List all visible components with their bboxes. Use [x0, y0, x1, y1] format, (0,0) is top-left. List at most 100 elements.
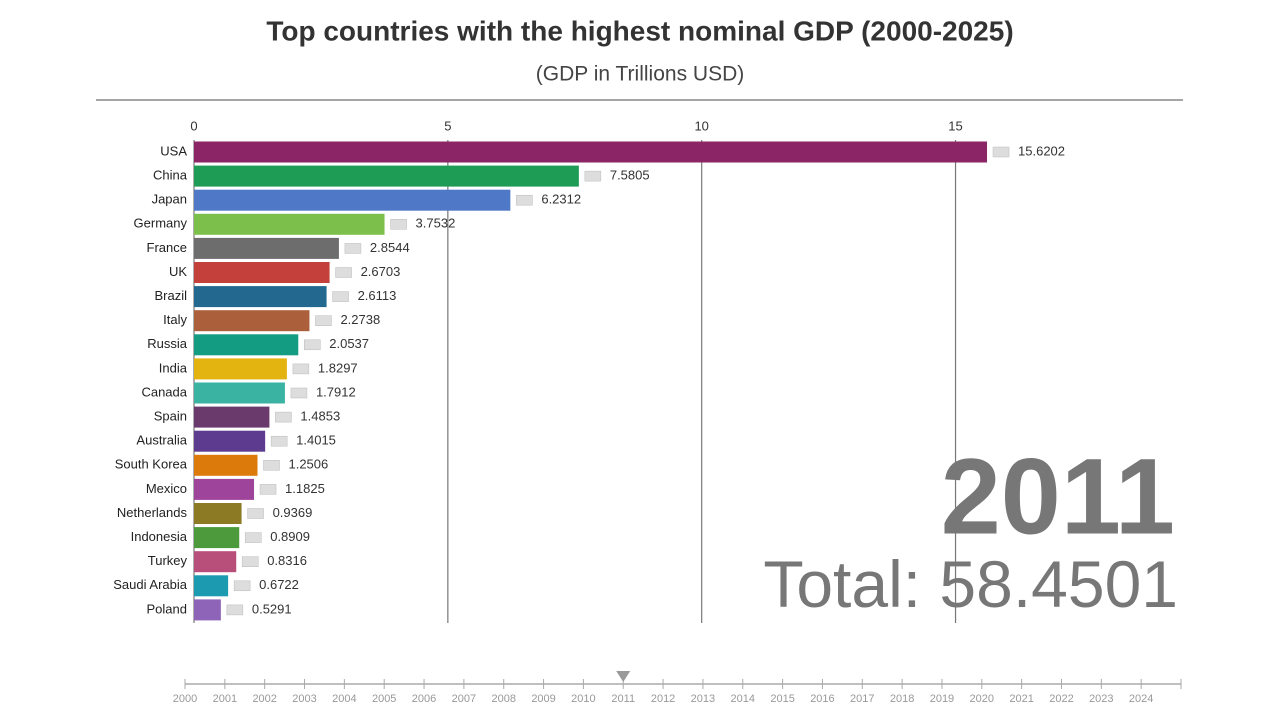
- category-label: Brazil: [154, 288, 187, 303]
- timeline-label: 2000: [173, 693, 197, 705]
- value-label: 1.4853: [300, 409, 340, 424]
- bar: [194, 213, 385, 235]
- bar: [194, 478, 255, 500]
- value-label: 2.0537: [329, 336, 369, 351]
- timeline-label: 2005: [372, 693, 396, 705]
- category-label: Netherlands: [117, 505, 188, 520]
- flag-icon: [315, 315, 332, 326]
- value-label: 6.2312: [541, 192, 581, 207]
- flag-icon: [244, 532, 262, 543]
- timeline-label: 2020: [970, 693, 994, 705]
- category-label: China: [153, 168, 188, 183]
- bar: [194, 599, 221, 621]
- value-label: 0.8316: [267, 553, 307, 568]
- category-label: USA: [160, 143, 187, 158]
- bar: [194, 430, 266, 452]
- timeline-label: 2008: [491, 693, 515, 705]
- timeline-label: 2007: [452, 693, 476, 705]
- bar: [194, 189, 511, 211]
- chart-title: Top countries with the highest nominal G…: [266, 15, 1013, 46]
- flag-icon: [992, 146, 1010, 158]
- flag-icon: [259, 484, 277, 495]
- flag-icon: [390, 219, 407, 230]
- flag-icon: [233, 580, 251, 592]
- flag-icon: [304, 339, 321, 351]
- plot: 0 5 10 15 USA 15.6202 China 7.5805 Japan 6.2312 Ge…: [113, 118, 1182, 705]
- bar: [194, 165, 579, 187]
- value-label: 15.6202: [1018, 143, 1065, 158]
- flag-icon: [292, 363, 310, 375]
- value-label: 1.2506: [288, 457, 328, 472]
- timeline-label: 2012: [651, 693, 675, 705]
- value-label: 1.4015: [296, 433, 336, 448]
- flag-icon: [270, 435, 288, 447]
- timeline-label: 2016: [810, 693, 834, 705]
- category-label: Spain: [154, 409, 187, 424]
- value-label: 0.8909: [270, 529, 310, 544]
- flag-icon: [275, 411, 292, 423]
- category-label: Poland: [147, 601, 187, 616]
- bar: [194, 527, 240, 549]
- timeline-label: 2023: [1089, 693, 1113, 705]
- bar: [194, 310, 310, 332]
- value-label: 0.9369: [273, 505, 313, 520]
- timeline-label: 2013: [691, 693, 715, 705]
- value-label: 2.6113: [358, 288, 397, 303]
- category-label: Germany: [134, 216, 188, 231]
- flag-icon: [241, 556, 259, 567]
- x-tick-label: 0: [190, 118, 197, 133]
- total-prefix: Total:: [763, 547, 921, 621]
- year-label: 2011: [941, 436, 1175, 557]
- bar: [194, 334, 299, 356]
- category-label: Japan: [152, 192, 187, 207]
- bar: [194, 551, 237, 573]
- category-label: India: [159, 360, 188, 375]
- value-label: 2.8544: [370, 240, 410, 255]
- flag-icon: [247, 508, 264, 519]
- timeline-label: 2009: [531, 693, 555, 705]
- bar: [194, 141, 988, 163]
- bar: [194, 503, 242, 524]
- value-label: 2.2738: [340, 312, 380, 327]
- timeline-label: 2022: [1049, 693, 1073, 705]
- timeline-label: 2003: [292, 693, 316, 705]
- timeline-label: 2019: [930, 693, 954, 705]
- timeline-label: 2011: [611, 693, 635, 705]
- x-tick-label: 15: [948, 118, 962, 133]
- timeline-label: 2017: [850, 693, 874, 705]
- value-label: 2.6703: [361, 264, 401, 279]
- bar: [194, 262, 330, 283]
- bar: [194, 286, 327, 308]
- category-label: South Korea: [115, 457, 188, 472]
- flag-icon: [516, 194, 533, 206]
- timeline-label: 2006: [412, 693, 436, 705]
- x-tick-label: 5: [444, 118, 451, 133]
- bar: [194, 237, 339, 259]
- total-value: 58.4501: [939, 547, 1178, 621]
- value-label: 1.8297: [318, 360, 358, 375]
- category-label: Turkey: [148, 553, 188, 568]
- bar: [194, 575, 229, 597]
- value-label: 3.7532: [416, 216, 456, 231]
- timeline-label: 2018: [890, 693, 914, 705]
- flag-icon: [226, 604, 244, 616]
- timeline-label: 2024: [1129, 693, 1153, 705]
- category-label: UK: [169, 264, 187, 279]
- bar: [194, 406, 270, 428]
- category-label: Mexico: [146, 481, 187, 496]
- value-label: 1.7912: [316, 384, 356, 399]
- flag-icon: [344, 243, 362, 254]
- flag-icon: [332, 291, 349, 302]
- timeline-label: 2002: [252, 693, 276, 705]
- value-label: 0.5291: [252, 601, 292, 616]
- category-label: Australia: [136, 433, 187, 448]
- flag-icon: [584, 170, 602, 182]
- bar: [194, 454, 258, 476]
- timeline-label: 2021: [1009, 693, 1033, 705]
- category-label: Indonesia: [131, 529, 188, 544]
- x-tick-label: 10: [694, 118, 708, 133]
- total-label: Total: 58.4501: [763, 547, 1178, 621]
- category-label: Russia: [147, 336, 188, 351]
- timeline-label: 2015: [770, 693, 794, 705]
